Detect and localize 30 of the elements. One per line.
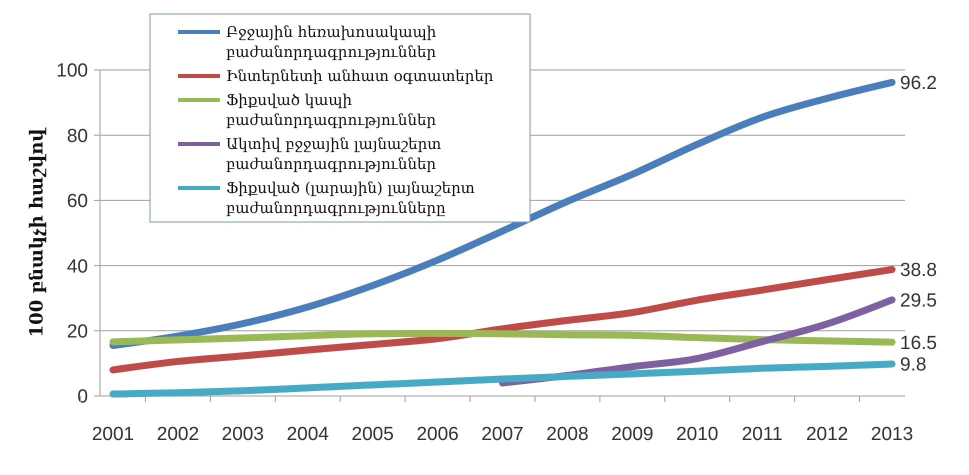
data-label: 38.8 [900, 260, 937, 282]
x-tick-label: 2003 [222, 424, 264, 445]
data-label: 29.5 [900, 290, 937, 312]
x-tick-label: 2012 [806, 424, 848, 445]
x-tick-label: 2010 [676, 424, 718, 445]
y-axis-title: 100 բնակչի հաշվով [26, 126, 48, 338]
y-tick-label: 100 [56, 60, 88, 82]
y-tick-label: 60 [66, 191, 88, 212]
legend-label: Ֆիքսված (լարային) լայնաշերտ բաժանորդագրությունները [226, 179, 475, 217]
x-tick-label: 2008 [546, 424, 589, 445]
legend-label: Ակտիվ բջջային լայնաշերտ բաժանորդագրություններ [226, 135, 442, 173]
data-label: 9.8 [900, 354, 926, 376]
y-tick-label: 20 [66, 321, 88, 342]
legend-label: Բջջային հեռախոսակապի բաժանորդագրություններ [226, 23, 437, 61]
data-label: 16.5 [900, 332, 937, 354]
legend-label: Ինտերնետի անհատ օգտատերեր [226, 67, 494, 85]
x-tick-label: 2013 [870, 424, 914, 445]
x-tick-label: 2006 [416, 424, 459, 445]
y-tick-label: 0 [77, 386, 88, 408]
y-tick-label: 40 [66, 256, 88, 278]
x-tick-label: 2002 [156, 424, 200, 445]
legend-label: Ֆիքսված կապի բաժանորդագրություններ [226, 91, 436, 129]
y-tick-label: 80 [66, 126, 88, 147]
x-tick-label: 2005 [352, 424, 394, 445]
x-tick-label: 2001 [92, 424, 134, 445]
x-tick-label: 2009 [611, 424, 654, 445]
x-tick-label: 2007 [481, 424, 524, 445]
x-tick-label: 2004 [286, 424, 330, 445]
x-tick-label: 2011 [742, 424, 783, 445]
data-label: 96.2 [900, 73, 937, 94]
